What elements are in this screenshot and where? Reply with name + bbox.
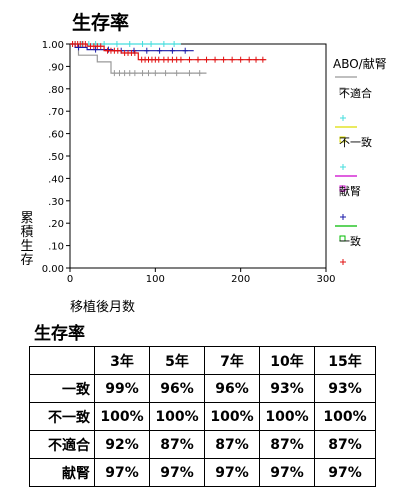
table-cell: 100% bbox=[204, 402, 260, 431]
legend-box-marker bbox=[339, 136, 346, 143]
table-cell: 97% bbox=[314, 458, 376, 487]
row-label: 一致 bbox=[29, 374, 95, 403]
x-tick-label: 300 bbox=[316, 274, 335, 285]
legend-label-match: 一致 bbox=[339, 235, 361, 248]
table-corner-cell bbox=[29, 346, 95, 375]
table-cell: 96% bbox=[204, 374, 260, 403]
chart-title: 生存率 bbox=[72, 12, 130, 34]
y-tick-label: .60 bbox=[48, 130, 64, 141]
table-header-row: 3年 5年 7年 10年 15年 bbox=[29, 346, 376, 375]
table-cell: 100% bbox=[314, 402, 376, 431]
table-cell: 87% bbox=[204, 430, 260, 459]
table-row: 献腎 97% 97% 97% 97% 97% bbox=[29, 458, 376, 487]
table-cell: 93% bbox=[314, 374, 376, 403]
column-header-15y: 15年 bbox=[314, 346, 376, 375]
y-tick-label: 0.00 bbox=[42, 264, 64, 275]
x-tick-label: 100 bbox=[146, 274, 165, 285]
table-cell: 100% bbox=[259, 402, 315, 431]
y-axis-label: 累積生存 bbox=[20, 211, 34, 268]
x-tick-label: 200 bbox=[231, 274, 250, 285]
survival-chart: 0.00 .10 .20 .30 .40 .50 .60 .70 .80 .90 1.00 0 100 2… bbox=[42, 40, 357, 285]
y-tick-label: .80 bbox=[48, 85, 64, 96]
x-axis-label: 移植後月数 bbox=[70, 300, 136, 315]
table-cell: 96% bbox=[149, 374, 205, 403]
y-tick-label: .70 bbox=[48, 107, 64, 118]
table-cell: 87% bbox=[314, 430, 376, 459]
table-cell: 97% bbox=[94, 458, 150, 487]
legend-box-marker bbox=[339, 185, 346, 192]
table-title: 生存率 bbox=[34, 324, 85, 344]
legend-label-incompatible: 不適合 bbox=[339, 87, 372, 100]
table-row: 不適合 92% 87% 87% 87% 87% bbox=[29, 430, 376, 459]
y-tick-label: .20 bbox=[48, 219, 64, 230]
survival-rate-table: 3年 5年 7年 10年 15年 一致 99% 96% 96% 93% 93% … bbox=[29, 346, 376, 487]
legend-label-deceased: 献腎 bbox=[339, 185, 361, 198]
table-cell: 99% bbox=[94, 374, 150, 403]
table-row: 一致 99% 96% 96% 93% 93% bbox=[29, 374, 376, 403]
legend-label-mismatch: 不一致 bbox=[339, 136, 372, 149]
y-tick-label: .90 bbox=[48, 62, 64, 73]
column-header-3y: 3年 bbox=[94, 346, 150, 375]
column-header-5y: 5年 bbox=[149, 346, 205, 375]
table-cell: 97% bbox=[149, 458, 205, 487]
table-cell: 93% bbox=[259, 374, 315, 403]
table-cell: 87% bbox=[149, 430, 205, 459]
legend-box-marker bbox=[339, 235, 346, 242]
legend-title: ABO/献腎 bbox=[333, 57, 387, 71]
y-tick-label: .50 bbox=[48, 152, 64, 163]
y-tick-label: .40 bbox=[48, 174, 64, 185]
table-cell: 97% bbox=[204, 458, 260, 487]
table-row: 不一致 100% 100% 100% 100% 100% bbox=[29, 402, 376, 431]
x-tick-label: 0 bbox=[67, 274, 73, 285]
row-label: 不一致 bbox=[29, 402, 95, 431]
plot-frame bbox=[69, 43, 327, 269]
table-cell: 100% bbox=[149, 402, 205, 431]
column-header-7y: 7年 bbox=[204, 346, 260, 375]
legend-box-marker bbox=[339, 87, 346, 94]
table-cell: 92% bbox=[94, 430, 150, 459]
y-tick-label: .30 bbox=[48, 197, 64, 208]
column-header-10y: 10年 bbox=[259, 346, 315, 375]
row-label: 献腎 bbox=[29, 458, 95, 487]
table-cell: 87% bbox=[259, 430, 315, 459]
table-cell: 100% bbox=[94, 402, 150, 431]
y-tick-label: 1.00 bbox=[42, 40, 64, 51]
row-label: 不適合 bbox=[29, 430, 95, 459]
table-cell: 97% bbox=[259, 458, 315, 487]
y-tick-label: .10 bbox=[48, 242, 64, 253]
